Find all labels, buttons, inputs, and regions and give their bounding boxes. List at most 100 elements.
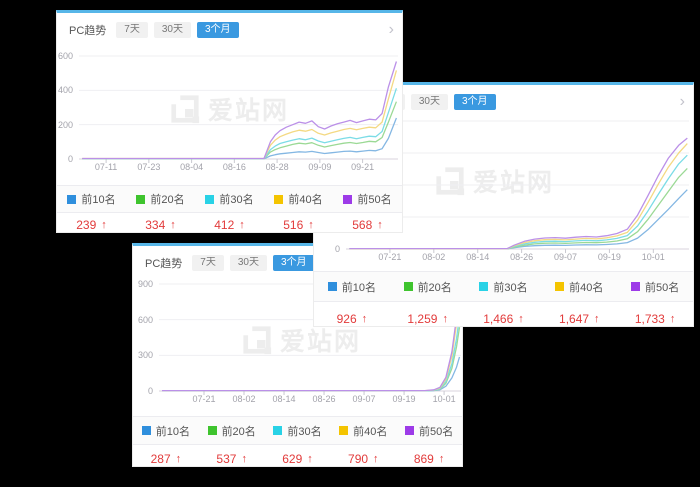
legend-marker-icon <box>67 194 77 204</box>
legend-marker-icon <box>274 194 284 204</box>
legend-item-前10名[interactable]: 前10名 <box>57 191 126 207</box>
series-line-前10名 <box>162 356 461 392</box>
y-axis-labels: 0 300 600 900 <box>135 278 155 397</box>
x-tick-label: 08-26 <box>510 252 534 262</box>
tab-30天[interactable]: 30天 <box>229 255 267 271</box>
rank-count-value: 334 ↑ <box>126 218 195 232</box>
legend-item-前10名[interactable]: 前10名 <box>133 423 199 439</box>
value-number: 537 <box>216 452 237 466</box>
legend-item-前30名[interactable]: 前30名 <box>195 191 264 207</box>
tab-30天[interactable]: 30天 <box>153 22 191 38</box>
legend-label: 前10名 <box>341 281 377 294</box>
legend-item-前50名[interactable]: 前50名 <box>396 423 462 439</box>
legend-item-前50名[interactable]: 前50名 <box>333 191 402 207</box>
values-row: 287 ↑ 537 ↑ 629 ↑ 790 ↑ 869 ↑ <box>133 452 462 466</box>
tab-7天[interactable]: 7天 <box>192 255 224 271</box>
x-tick-label: 10-01 <box>641 252 665 262</box>
tab-30天[interactable]: 30天 <box>410 94 448 110</box>
tab-3个月[interactable]: 3个月 <box>272 255 315 271</box>
y-tick-label: 300 <box>137 350 153 361</box>
tab-7天[interactable]: 7天 <box>116 22 148 38</box>
chevron-right-icon[interactable]: › <box>388 21 394 38</box>
legend-item-前20名[interactable]: 前20名 <box>126 191 195 207</box>
value-number: 1,647 <box>559 312 590 326</box>
legend-item-前50名[interactable]: 前50名 <box>617 279 693 295</box>
legend-item-前30名[interactable]: 前30名 <box>265 423 331 439</box>
series-line-前50名 <box>82 61 398 160</box>
up-arrow-icon: ↑ <box>669 312 676 325</box>
tab-3个月[interactable]: 3个月 <box>453 94 496 110</box>
rank-count-value: 287 ↑ <box>133 452 199 466</box>
series-line-前30名 <box>82 88 398 160</box>
up-arrow-icon: ↑ <box>170 218 176 231</box>
legend-label: 前20名 <box>221 425 256 438</box>
legend-marker-icon <box>404 426 414 435</box>
x-tick-label: 07-11 <box>94 162 118 172</box>
legend-row: 前10名 前20名 前30名 前40名 前50名 <box>133 416 462 445</box>
pc-trend-panel-1: PC趋势 7天 30天 3个月 › 爱站网 0 200 400 600 07-11 07-2… <box>56 10 403 233</box>
legend-label: 前30名 <box>219 194 254 206</box>
value-number: 412 <box>214 218 235 232</box>
series-line-前40名 <box>82 70 398 160</box>
x-tick-label: 08-26 <box>312 394 336 404</box>
legend-marker-icon <box>630 282 640 291</box>
value-number: 334 <box>145 218 166 232</box>
tab-3个月[interactable]: 3个月 <box>196 22 239 38</box>
legend-marker-icon <box>136 194 146 204</box>
legend-marker-icon <box>339 426 349 435</box>
legend-item-前30名[interactable]: 前30名 <box>466 279 542 295</box>
watermark-text: 爱站网 <box>280 328 362 356</box>
legend-item-前40名[interactable]: 前40名 <box>330 423 396 439</box>
x-tick-label: 08-02 <box>232 394 256 404</box>
rank-count-value: 1,647 ↑ <box>541 312 617 326</box>
legend-label: 前20名 <box>417 281 452 294</box>
y-tick-label: 900 <box>137 279 153 289</box>
legend-item-前10名[interactable]: 前10名 <box>314 279 390 295</box>
series-line-前50名 <box>349 137 688 250</box>
rank-count-value: 568 ↑ <box>333 218 402 232</box>
x-tick-label: 07-21 <box>378 252 402 262</box>
value-number: 1,466 <box>483 312 514 326</box>
legend-item-前40名[interactable]: 前40名 <box>264 191 333 207</box>
rank-count-value: 516 ↑ <box>264 218 333 232</box>
legend-item-前20名[interactable]: 前20名 <box>390 279 466 295</box>
x-tick-label: 09-21 <box>351 162 375 172</box>
x-tick-label: 07-23 <box>137 162 161 172</box>
x-tick-label: 08-04 <box>180 162 204 172</box>
rank-count-value: 1,733 ↑ <box>617 312 693 326</box>
series-line-前30名 <box>349 154 688 250</box>
legend-label: 前50名 <box>644 281 680 294</box>
up-arrow-icon: ↑ <box>438 452 445 465</box>
trend-line-chart <box>79 55 398 163</box>
up-arrow-icon: ↑ <box>594 312 600 325</box>
aizhan-watermark: 爱站网 <box>169 91 289 127</box>
legend-label: 前20名 <box>150 194 185 206</box>
legend-row: 前10名 前20名 前30名 前40名 前50名 <box>314 271 693 302</box>
legend-item-前20名[interactable]: 前20名 <box>199 423 265 439</box>
value-number: 1,259 <box>407 312 438 326</box>
legend-marker-icon <box>273 426 283 435</box>
trend-line-chart <box>346 120 689 253</box>
values-row: 239 ↑ 334 ↑ 412 ↑ 516 ↑ 568 ↑ <box>57 218 402 232</box>
series-line-前20名 <box>162 327 461 392</box>
legend-marker-icon <box>343 194 353 204</box>
legend-item-前40名[interactable]: 前40名 <box>541 279 617 295</box>
up-arrow-icon: ↑ <box>518 312 524 325</box>
x-tick-label: 09-19 <box>392 394 416 404</box>
up-arrow-icon: ↑ <box>175 452 182 465</box>
legend-marker-icon <box>479 282 489 291</box>
x-axis-labels: 07-11 07-23 08-04 08-16 08-28 09-09 09-21 <box>79 162 398 174</box>
up-arrow-icon: ↑ <box>377 218 383 231</box>
y-axis-labels: 0 <box>318 115 342 255</box>
x-tick-label: 09-19 <box>597 252 621 262</box>
value-number: 629 <box>282 452 303 466</box>
aizhan-watermark: 爱站网 <box>241 322 361 358</box>
up-arrow-icon: ↑ <box>241 452 247 465</box>
chevron-right-icon[interactable]: › <box>679 93 685 110</box>
watermark-text: 爱站网 <box>473 169 555 197</box>
legend-marker-icon <box>141 426 151 435</box>
series-line-前10名 <box>82 117 398 160</box>
aizhan-watermark: 爱站网 <box>434 163 554 199</box>
